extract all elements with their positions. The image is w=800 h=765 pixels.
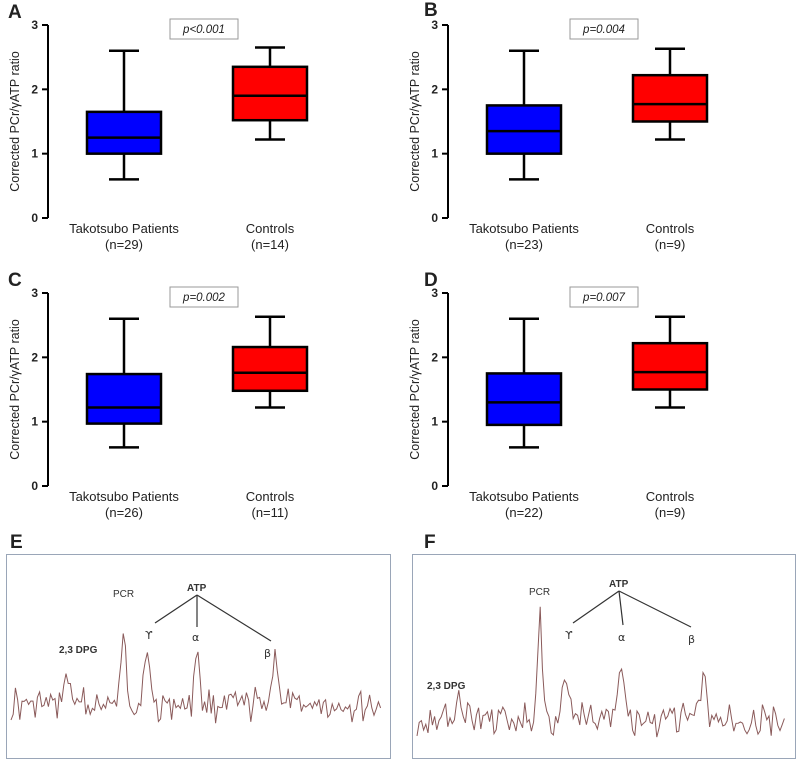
spectrum-e-dpg-label: 2,3 DPG	[59, 645, 98, 656]
spectrum-e-atp-line-gamma	[154, 594, 198, 624]
boxplot-panel-b: 0 1 2 3 Corrected PCr/γATP ratio p=0.004 Takot…	[408, 18, 709, 252]
pvalue-box-a	[169, 18, 239, 40]
pvalue-box-d	[569, 286, 639, 308]
panel-label-d: D	[424, 270, 438, 291]
spectrum-e-atp-label: ATP	[187, 583, 207, 594]
y-tick-label-c: 1	[31, 415, 38, 429]
y-tick-label-a: 2	[31, 82, 38, 96]
panel-label-f: F	[424, 532, 436, 553]
x-category-n-controls-b: (n=9)	[655, 237, 686, 252]
y-tick-label-b: 2	[431, 82, 438, 96]
pvalue-label-a: p<0.001	[182, 24, 225, 36]
x-category-label-controls-d: Controls	[646, 489, 695, 504]
panel-label-a: A	[8, 2, 22, 23]
box-controls-c	[231, 345, 309, 393]
spectrum-e-alpha-label: α	[192, 631, 199, 644]
box-controls-b	[631, 73, 709, 123]
x-category-label-patients-c: Takotsubo Patients	[69, 489, 179, 504]
x-category-label-controls-a: Controls	[246, 221, 295, 236]
box-controls-a	[231, 65, 309, 122]
box-patients-a	[85, 110, 163, 155]
spectrum-e-gamma-label: ϒ	[145, 629, 153, 642]
x-category-label-patients-d: Takotsubo Patients	[469, 489, 579, 504]
pvalue-label-b: p=0.004	[582, 24, 625, 36]
box-controls-d	[631, 341, 709, 391]
x-category-label-patients-a: Takotsubo Patients	[69, 221, 179, 236]
y-tick-label-b: 1	[431, 147, 438, 161]
y-axis-title-a: Corrected PCr/γATP ratio	[8, 51, 22, 192]
spectrum-f-alpha-label: α	[618, 631, 625, 644]
y-tick-label-b: 3	[431, 18, 438, 32]
spectrum-f-beta-label: β	[688, 633, 695, 646]
y-axis-title-c: Corrected PCr/γATP ratio	[8, 319, 22, 460]
y-axis-title-d: Corrected PCr/γATP ratio	[408, 319, 422, 460]
box-patients-d	[485, 372, 563, 427]
y-tick-label-d: 0	[431, 479, 438, 493]
y-tick-label-d: 1	[431, 415, 438, 429]
spectrum-f-trace	[416, 606, 785, 738]
boxplot-panel-a: 0 1 2 3 Corrected PCr/γATP ratio p<0.001 Takot…	[8, 18, 309, 252]
y-tick-label-d: 3	[431, 286, 438, 300]
pvalue-label-c: p=0.002	[182, 292, 225, 304]
x-category-n-controls-d: (n=9)	[655, 505, 686, 520]
x-category-label-patients-b: Takotsubo Patients	[469, 221, 579, 236]
x-category-n-patients-c: (n=26)	[105, 505, 143, 520]
pvalue-box-b	[569, 18, 639, 40]
pvalue-label-d: p=0.007	[582, 292, 625, 304]
spectrum-e: PCR ATP ϒ α β 2,3 DPG	[10, 583, 382, 724]
spectrum-f-frame: PCR ATP ϒ α β 2,3 DPG	[412, 554, 796, 759]
box-patients-c	[85, 372, 163, 425]
spectrum-e-frame: PCR ATP ϒ α β 2,3 DPG	[6, 554, 391, 759]
spectrum-f-atp-line-beta	[618, 590, 692, 628]
spectrum-e-beta-label: β	[264, 647, 271, 660]
x-category-label-controls-c: Controls	[246, 489, 295, 504]
x-category-n-controls-a: (n=14)	[251, 237, 289, 252]
y-tick-label-c: 3	[31, 286, 38, 300]
x-category-n-patients-a: (n=29)	[105, 237, 143, 252]
x-category-n-patients-d: (n=22)	[505, 505, 543, 520]
spectrum-f-dpg-label: 2,3 DPG	[427, 681, 466, 692]
y-tick-label-c: 0	[31, 479, 38, 493]
panel-label-c: C	[8, 270, 22, 291]
y-tick-label-a: 1	[31, 147, 38, 161]
spectrum-f-pcr-label: PCR	[529, 587, 550, 598]
y-tick-label-a: 3	[31, 18, 38, 32]
spectrum-f-atp-line-alpha	[618, 590, 624, 626]
spectrum-e-pcr-label: PCR	[113, 589, 134, 600]
spectrum-e-trace	[10, 633, 382, 724]
spectrum-f-atp-label: ATP	[609, 579, 629, 590]
spectrum-f: PCR ATP ϒ α β 2,3 DPG	[416, 579, 785, 738]
spectrum-f-atp-line-gamma	[572, 590, 620, 624]
boxplot-panel-d: 0 1 2 3 Corrected PCr/γATP ratio p=0.007 Takot…	[408, 286, 709, 520]
y-axis-title-b: Corrected PCr/γATP ratio	[408, 51, 422, 192]
y-tick-label-c: 2	[31, 350, 38, 364]
x-category-n-patients-b: (n=23)	[505, 237, 543, 252]
x-category-n-controls-c: (n=11)	[252, 505, 289, 520]
panel-label-b: B	[424, 0, 438, 21]
y-tick-label-d: 2	[431, 350, 438, 364]
y-tick-label-a: 0	[31, 211, 38, 225]
boxplot-panel-c: 0 1 2 3 Corrected PCr/γATP ratio p=0.002 Takot…	[8, 286, 309, 520]
x-category-label-controls-b: Controls	[646, 221, 695, 236]
spectrum-e-atp-line-beta	[196, 594, 272, 642]
pvalue-box-c	[169, 286, 239, 308]
panel-label-e: E	[10, 532, 23, 553]
y-tick-label-b: 0	[431, 211, 438, 225]
spectrum-f-gamma-label: ϒ	[565, 629, 573, 642]
box-patients-b	[485, 104, 563, 155]
